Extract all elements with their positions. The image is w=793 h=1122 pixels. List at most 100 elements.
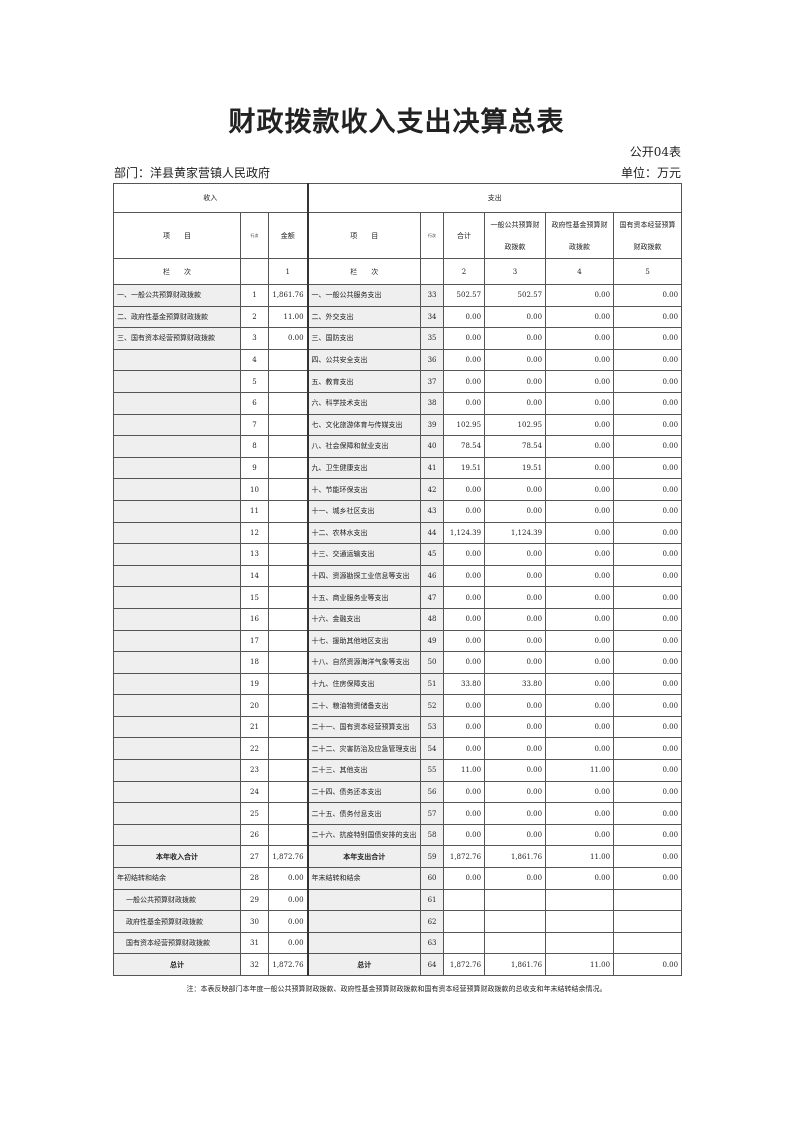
income-row-number: 5 — [240, 370, 269, 393]
income-row-number: 21 — [240, 715, 269, 739]
col-number: 2 — [443, 258, 486, 285]
expense-item: 总计 — [306, 953, 422, 976]
table-row: 9 九、卫生健康支出 41 19.51 19.51 0.00 0.00 — [113, 456, 683, 480]
income-item — [113, 759, 241, 782]
table-row: 6 六、科学技术支出 38 0.00 0.00 0.00 0.00 — [113, 391, 683, 415]
expense-item: 三、国防支出 — [306, 327, 422, 350]
income-item — [113, 694, 241, 717]
expense-general-budget-value: 0.00 — [484, 543, 547, 566]
table-row: 国有资本经营预算财政拨款 31 0.00 63 — [113, 931, 683, 955]
expense-row-number: 50 — [420, 651, 445, 674]
expense-row-number: 52 — [420, 694, 445, 717]
expense-state-capital-value: 0.00 — [613, 284, 683, 307]
table-row: 14 十四、资源勘探工业信息等支出 46 0.00 0.00 0.00 0.00 — [113, 564, 683, 588]
expense-item: 十三、交通运输支出 — [306, 543, 422, 566]
expense-row-number: 45 — [420, 543, 445, 566]
expense-general-budget-value: 0.00 — [484, 391, 547, 415]
income-amount — [267, 435, 309, 458]
table-row: 7 七、文化旅游体育与传媒支出 39 102.95 102.95 0.00 0.00 — [113, 413, 683, 437]
expense-general-budget-value: 0.00 — [484, 499, 547, 523]
income-row-number: 10 — [240, 478, 269, 501]
table-row: 17 十七、援助其他地区支出 49 0.00 0.00 0.00 0.00 — [113, 629, 683, 653]
income-item — [113, 672, 241, 696]
income-row-number: 18 — [240, 651, 269, 674]
expense-item: 十、节能环保支出 — [306, 478, 422, 501]
income-row-number: 31 — [240, 931, 269, 955]
expense-total-value: 0.00 — [443, 867, 486, 890]
expense-item: 十一、城乡社区支出 — [306, 499, 422, 523]
expense-row-number: 48 — [420, 607, 445, 631]
blank-cell — [420, 258, 445, 285]
table-row: 政府性基金预算财政拨款 30 0.00 62 — [113, 910, 683, 933]
expense-state-capital-value: 0.00 — [613, 867, 683, 890]
expense-general-budget-value: 0.00 — [484, 564, 547, 588]
expense-item: 二十三、其他支出 — [306, 759, 422, 782]
expense-row-number: 56 — [420, 780, 445, 804]
table-row: 21 二十一、国有资本经营预算支出 53 0.00 0.00 0.00 0.00 — [113, 715, 683, 739]
expense-total-value: 0.00 — [443, 305, 486, 329]
income-item — [113, 586, 241, 609]
expense-fund-budget-value: 0.00 — [545, 435, 615, 458]
expense-total-value: 0.00 — [443, 391, 486, 415]
income-row-number: 23 — [240, 759, 269, 782]
income-row-number: 28 — [240, 867, 269, 890]
expense-state-capital-value: 0.00 — [613, 759, 683, 782]
table-row: 一般公共预算财政拨款 29 0.00 61 — [113, 888, 683, 912]
expense-item: 二十五、债务付息支出 — [306, 802, 422, 825]
col-number: 4 — [545, 258, 615, 285]
income-amount: 0.00 — [267, 910, 309, 933]
expense-fund-budget-value: 0.00 — [545, 715, 615, 739]
income-item: 三、国有资本经营预算财政拨款 — [113, 327, 241, 350]
expense-total-value: 1,124.39 — [443, 521, 486, 545]
income-amount — [267, 499, 309, 523]
table-row: 13 十三、交通运输支出 45 0.00 0.00 0.00 0.00 — [113, 543, 683, 566]
income-item — [113, 651, 241, 674]
expense-fund-budget-value: 0.00 — [545, 867, 615, 890]
header-row-3: 栏 次 1 栏 次 2 3 4 5 — [113, 258, 683, 285]
table-row: 8 八、社会保障和就业支出 40 78.54 78.54 0.00 0.00 — [113, 435, 683, 458]
income-item — [113, 543, 241, 566]
income-header: 收入 — [112, 183, 309, 213]
expense-general-budget-value: 78.54 — [484, 435, 547, 458]
fiscal-table: 收入 支出 项 目 行次 金额 项 目 行次 合计 一般公共预算财政拨款 政府性… — [112, 183, 683, 976]
table-row: 20 二十、粮油物资储备支出 52 0.00 0.00 0.00 0.00 — [113, 694, 683, 717]
income-amount — [267, 759, 309, 782]
expense-fund-budget-value: 0.00 — [545, 370, 615, 393]
expense-item: 二十一、国有资本经营预算支出 — [306, 715, 422, 739]
income-row-number: 29 — [240, 888, 269, 912]
income-row-number: 4 — [240, 348, 269, 372]
expense-fund-budget-value: 0.00 — [545, 478, 615, 501]
expense-state-capital-value: 0.00 — [613, 651, 683, 674]
expense-general-budget-value: 0.00 — [484, 802, 547, 825]
expense-total-value — [443, 931, 486, 955]
expense-fund-budget-value: 0.00 — [545, 564, 615, 588]
expense-row-number: 35 — [420, 327, 445, 350]
income-item-header: 项 目 — [113, 212, 241, 259]
income-item — [113, 780, 241, 804]
expense-fund-budget-value: 0.00 — [545, 737, 615, 761]
expense-state-capital-value — [613, 931, 683, 955]
expense-total-value: 0.00 — [443, 737, 486, 761]
table-row: 12 十二、农林水支出 44 1,124.39 1,124.39 0.00 0.00 — [113, 521, 683, 545]
expense-state-capital-value — [613, 910, 683, 933]
income-amount — [267, 521, 309, 545]
expense-row-number: 43 — [420, 499, 445, 523]
expense-general-budget-value: 19.51 — [484, 456, 547, 480]
income-amount: 0.00 — [267, 867, 309, 890]
total-header: 合计 — [443, 212, 486, 259]
expense-state-capital-value: 0.00 — [613, 478, 683, 501]
expense-general-budget-value: 0.00 — [484, 348, 547, 372]
expense-total-value: 0.00 — [443, 586, 486, 609]
expense-item: 一、一般公共服务支出 — [306, 284, 422, 307]
expense-state-capital-value: 0.00 — [613, 737, 683, 761]
expense-state-capital-value: 0.00 — [613, 802, 683, 825]
expense-fund-budget-value: 0.00 — [545, 327, 615, 350]
expense-general-budget-value: 0.00 — [484, 867, 547, 890]
expense-row-number: 64 — [420, 953, 445, 976]
income-amount — [267, 478, 309, 501]
income-amount: 1,872.76 — [267, 845, 309, 869]
table-row: 15 十五、商业服务业等支出 47 0.00 0.00 0.00 0.00 — [113, 586, 683, 609]
expense-state-capital-value: 0.00 — [613, 823, 683, 847]
income-item — [113, 499, 241, 523]
